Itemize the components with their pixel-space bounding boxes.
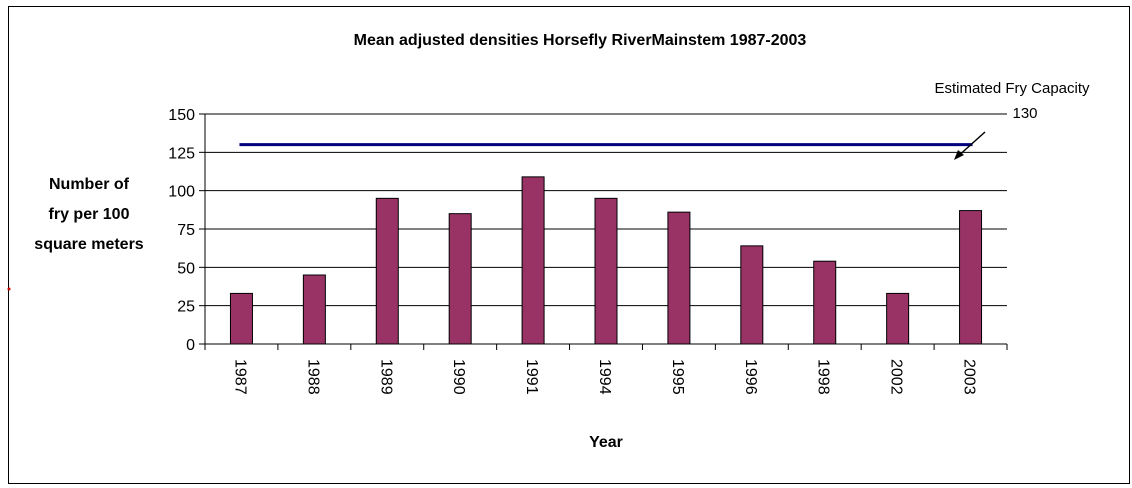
x-tick-label: 1998	[815, 359, 832, 395]
bar-1988	[302, 274, 326, 345]
x-tick-label: 1988	[304, 359, 321, 395]
bar-1996	[740, 245, 764, 345]
capacity-arrow	[954, 131, 986, 160]
chart-frame	[8, 6, 1130, 484]
x-tick-label: 2002	[888, 359, 905, 395]
x-tick-label: 1996	[742, 359, 759, 395]
bar-1989	[375, 197, 399, 345]
y-tick-label: 100	[168, 184, 195, 201]
bar-1987	[229, 292, 253, 345]
x-tick-label: 1990	[450, 359, 467, 395]
y-axis-title-line-3: square meters	[34, 236, 143, 253]
bar-1995	[667, 211, 691, 345]
chart-title: Mean adjusted densities Horsefly RiverMa…	[354, 32, 807, 49]
y-tick-label: 125	[168, 145, 195, 162]
x-tick-label: 1995	[669, 359, 686, 395]
capacity-value-label: 130	[1012, 105, 1037, 122]
axes	[204, 114, 1007, 345]
y-tick-label: 75	[177, 222, 195, 239]
gridlines	[205, 113, 1007, 307]
x-tick-label: 1987	[231, 359, 248, 395]
x-tick-label: 1991	[523, 359, 540, 395]
x-axis-ticks: 1987 1988 1989 1990 1991 1994 1995 1996 1998 2002…	[204, 344, 1008, 395]
x-tick-label: 1989	[377, 359, 394, 395]
y-axis-title-line-2: fry per 100	[49, 206, 130, 223]
x-tick-label: 1994	[596, 359, 613, 395]
y-axis-title-line-1: Number of	[49, 176, 130, 193]
bar-1991	[521, 176, 545, 345]
bar-1994	[594, 197, 618, 345]
x-tick-label: 2003	[961, 359, 978, 395]
bar-1998	[813, 260, 837, 345]
y-axis-title: Number of fry per 100 square meters	[34, 176, 143, 253]
y-tick-label: 50	[177, 260, 195, 277]
y-tick-label: 25	[177, 299, 195, 316]
capacity-label: Estimated Fry Capacity	[934, 80, 1090, 97]
bar-2003	[959, 210, 983, 345]
y-tick-label: 150	[168, 107, 195, 124]
bar-2002	[886, 292, 910, 345]
bars	[229, 176, 983, 345]
stray-dot	[7, 287, 11, 291]
x-axis-title: Year	[589, 434, 623, 451]
y-axis-ticks: 0 25 50 75 100 125 150	[168, 107, 205, 354]
bar-1990	[448, 213, 472, 345]
y-tick-label: 0	[186, 337, 195, 354]
